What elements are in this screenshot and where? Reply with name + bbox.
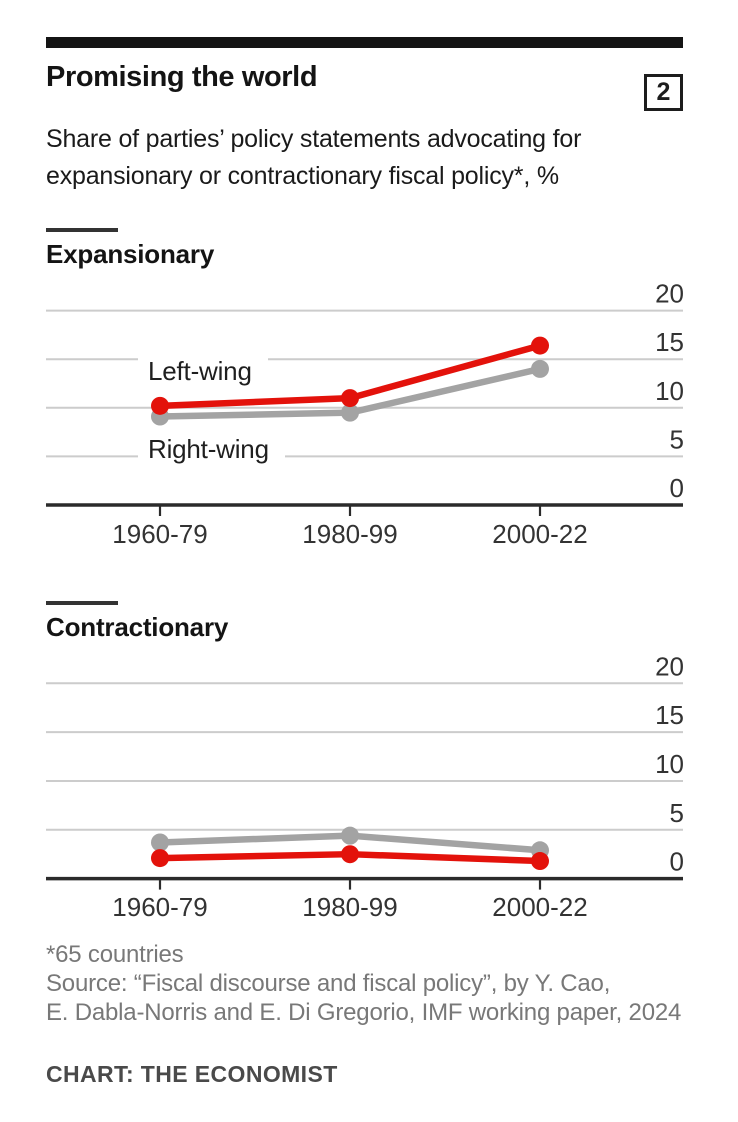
series-left-wing bbox=[151, 845, 549, 871]
svg-text:1980-99: 1980-99 bbox=[302, 519, 397, 549]
chart-index-number: 2 bbox=[656, 78, 671, 106]
data-point bbox=[531, 359, 549, 378]
svg-text:10: 10 bbox=[655, 749, 684, 779]
data-point bbox=[151, 396, 169, 415]
subtitle-line-1: Share of parties’ policy statements advo… bbox=[46, 125, 582, 153]
data-point bbox=[341, 826, 359, 845]
series-label-left-wing: Left-wing bbox=[138, 354, 268, 391]
data-point bbox=[531, 852, 549, 871]
data-point bbox=[531, 336, 549, 355]
series-right-wing bbox=[151, 359, 549, 426]
series-label-right-wing: Right-wing bbox=[138, 432, 285, 469]
y-axis-labels: 0 5 10 15 20 bbox=[655, 651, 684, 876]
top-rule bbox=[46, 37, 683, 48]
panel-contractionary: 0 5 10 15 20 1960-79 1980-99 2000-22 bbox=[46, 651, 684, 922]
x-axis-ticks bbox=[158, 506, 542, 516]
chart-credit: CHART: THE ECONOMIST bbox=[46, 1061, 338, 1087]
chart-subtitle: Share of parties’ policy statements advo… bbox=[46, 121, 646, 195]
svg-text:5: 5 bbox=[670, 424, 684, 454]
svg-text:0: 0 bbox=[670, 473, 684, 503]
panel-rule-contractionary bbox=[46, 601, 118, 605]
subtitle-line-2: expansionary or contractionary fiscal po… bbox=[46, 162, 559, 190]
chart-index-badge: 2 bbox=[644, 74, 683, 111]
series-left-wing bbox=[151, 336, 549, 415]
panel-expansionary: 0 5 10 15 20 1960-79 1980-99 2000-22 bbox=[46, 279, 684, 549]
svg-text:15: 15 bbox=[655, 700, 684, 730]
y-axis-labels: 0 5 10 15 20 bbox=[655, 279, 684, 503]
svg-text:0: 0 bbox=[670, 847, 684, 877]
gridlines bbox=[46, 682, 683, 831]
data-point bbox=[341, 389, 359, 408]
x-axis-labels: 1960-79 1980-99 2000-22 bbox=[112, 892, 587, 922]
x-axis-labels: 1960-79 1980-99 2000-22 bbox=[112, 519, 587, 549]
svg-text:2000-22: 2000-22 bbox=[492, 892, 587, 922]
data-point bbox=[151, 833, 169, 852]
svg-text:2000-22: 2000-22 bbox=[492, 519, 587, 549]
svg-text:10: 10 bbox=[655, 376, 684, 406]
footnote-source-line-1: Source: “Fiscal discourse and fiscal pol… bbox=[46, 970, 611, 997]
panel-rule-expansionary bbox=[46, 228, 118, 232]
svg-text:1960-79: 1960-79 bbox=[112, 519, 207, 549]
svg-text:20: 20 bbox=[655, 279, 684, 309]
svg-text:15: 15 bbox=[655, 327, 684, 357]
data-point bbox=[151, 849, 169, 868]
svg-text:1980-99: 1980-99 bbox=[302, 892, 397, 922]
svg-text:5: 5 bbox=[670, 798, 684, 828]
x-axis-ticks bbox=[158, 880, 542, 890]
footnote-source-line-2: E. Dabla-Norris and E. Di Gregorio, IMF … bbox=[46, 999, 682, 1026]
panel-label-expansionary: Expansionary bbox=[46, 239, 215, 269]
data-point bbox=[341, 403, 359, 422]
svg-text:1960-79: 1960-79 bbox=[112, 892, 207, 922]
page-title: Promising the world bbox=[46, 61, 318, 93]
footnote-countries: *65 countries bbox=[46, 941, 184, 968]
data-point bbox=[341, 845, 359, 864]
panel-label-contractionary: Contractionary bbox=[46, 612, 229, 642]
svg-text:20: 20 bbox=[655, 651, 684, 681]
